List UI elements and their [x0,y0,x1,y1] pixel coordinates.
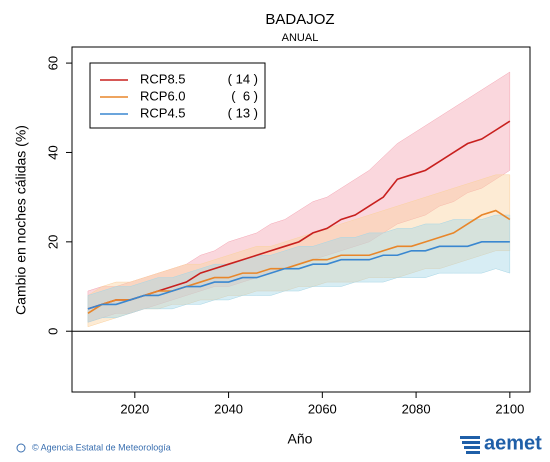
y-axis-label: Cambio en noches cálidas (%) [13,125,29,315]
y-tick-label: 0 [45,328,60,335]
y-tick-label: 40 [45,145,60,159]
x-tick-label: 2040 [214,401,243,416]
legend-count: ( 6 ) [231,88,258,103]
plot-frame [71,46,531,393]
y-tick-label: 20 [45,235,60,249]
x-tick-label: 2020 [120,401,149,416]
legend-label: RCP6.0 [140,88,186,103]
chart-subtitle: ANUAL [282,32,319,44]
legend-label: RCP8.5 [140,71,186,86]
x-tick-label: 2080 [402,401,431,416]
logo: aemet [484,432,542,454]
chart-title: BADAJOZ [265,11,334,28]
x-axis-label: Año [288,431,313,447]
x-tick-label: 2060 [308,401,337,416]
legend-box [89,62,266,129]
footer-icon [16,443,26,453]
series-line [87,209,511,315]
logo-icon [460,436,480,454]
band [87,71,511,323]
footer: © Agencia Estatal de Meteorología [32,442,171,452]
legend-count: ( 14 ) [228,71,258,86]
y-tick-label: 60 [45,56,60,70]
legend-label: RCP4.5 [140,105,186,120]
series-line [87,241,510,310]
legend-count: ( 13 ) [228,105,258,120]
x-tick-label: 2100 [495,401,524,416]
